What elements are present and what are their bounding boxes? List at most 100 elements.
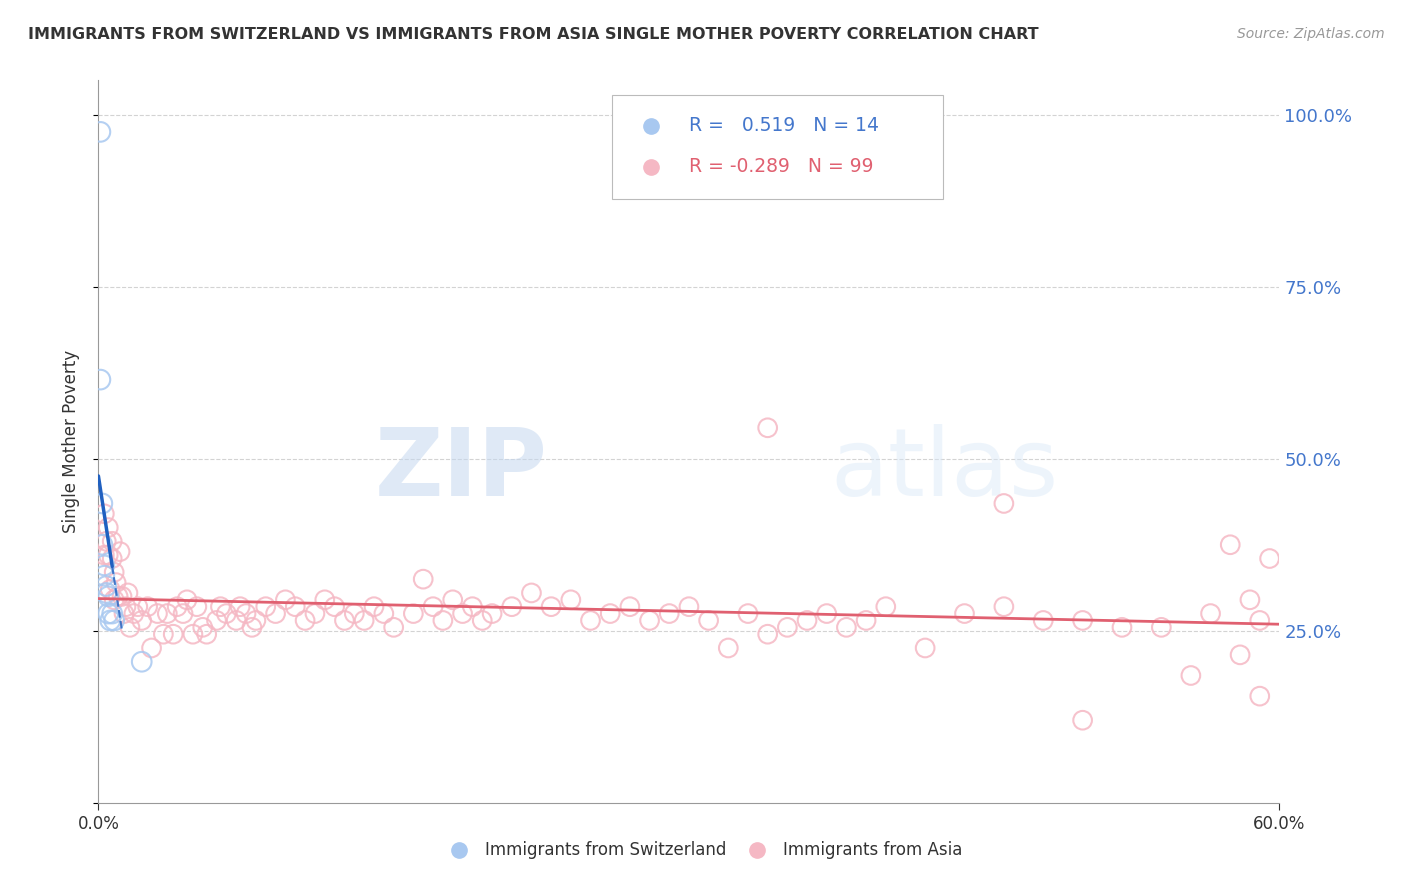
Point <box>103 592 125 607</box>
Point <box>579 614 602 628</box>
Point <box>205 614 228 628</box>
Point <box>993 599 1015 614</box>
Point <box>122 607 145 621</box>
Point <box>254 599 277 614</box>
Point <box>481 607 503 621</box>
Point <box>98 614 121 628</box>
Point <box>229 599 252 614</box>
Point <box>1219 538 1241 552</box>
Text: atlas: atlas <box>831 425 1059 516</box>
Point <box>432 614 454 628</box>
Y-axis label: Single Mother Poverty: Single Mother Poverty <box>62 350 80 533</box>
Point <box>520 586 543 600</box>
Point <box>101 607 124 621</box>
Text: R = -0.289   N = 99: R = -0.289 N = 99 <box>689 158 873 177</box>
Text: Source: ZipAtlas.com: Source: ZipAtlas.com <box>1237 27 1385 41</box>
Point <box>240 620 263 634</box>
Point <box>108 544 131 558</box>
Point <box>225 614 247 628</box>
Point <box>112 607 135 621</box>
Point <box>451 607 474 621</box>
Point <box>855 614 877 628</box>
Point <box>540 599 562 614</box>
Point <box>914 640 936 655</box>
Point <box>560 592 582 607</box>
Point <box>1111 620 1133 634</box>
Point <box>1229 648 1251 662</box>
Point <box>91 538 114 552</box>
Point <box>1239 592 1261 607</box>
Point <box>117 586 139 600</box>
Point <box>422 599 444 614</box>
Text: IMMIGRANTS FROM SWITZERLAND VS IMMIGRANTS FROM ASIA SINGLE MOTHER POVERTY CORREL: IMMIGRANTS FROM SWITZERLAND VS IMMIGRANT… <box>28 27 1039 42</box>
Point <box>186 599 208 614</box>
Point <box>875 599 897 614</box>
Point <box>97 607 120 621</box>
Point <box>93 558 115 573</box>
Point <box>127 599 149 614</box>
Point <box>756 627 779 641</box>
FancyBboxPatch shape <box>612 95 943 200</box>
Point <box>993 496 1015 510</box>
Point <box>103 566 125 580</box>
Point <box>1199 607 1222 621</box>
Point <box>599 607 621 621</box>
Point <box>141 640 163 655</box>
Point <box>215 607 238 621</box>
Point <box>195 627 218 641</box>
Point <box>101 534 124 549</box>
Point <box>412 572 434 586</box>
Point <box>1150 620 1173 634</box>
Point <box>796 614 818 628</box>
Point <box>835 620 858 634</box>
Point <box>333 614 356 628</box>
Point <box>402 607 425 621</box>
Point <box>96 534 118 549</box>
Point <box>471 614 494 628</box>
Point <box>176 592 198 607</box>
Point <box>166 599 188 614</box>
Point <box>89 125 111 139</box>
Point <box>697 614 720 628</box>
Point <box>461 599 484 614</box>
Point <box>245 614 267 628</box>
Point <box>98 582 121 597</box>
Point <box>363 599 385 614</box>
Text: Immigrants from Switzerland: Immigrants from Switzerland <box>485 841 725 859</box>
Point <box>96 586 118 600</box>
Point <box>441 592 464 607</box>
Point <box>274 592 297 607</box>
Point <box>191 620 214 634</box>
Point <box>96 579 118 593</box>
Text: ZIP: ZIP <box>374 425 547 516</box>
Point <box>343 607 366 621</box>
Point <box>91 496 114 510</box>
Point <box>107 590 129 604</box>
Point <box>136 599 159 614</box>
Point <box>658 607 681 621</box>
Point <box>1249 614 1271 628</box>
Point <box>353 614 375 628</box>
Point <box>97 590 120 604</box>
Point <box>815 607 838 621</box>
Point <box>103 614 125 628</box>
Point <box>638 614 661 628</box>
Point <box>284 599 307 614</box>
Point <box>162 627 184 641</box>
Point <box>93 568 115 582</box>
Point <box>373 607 395 621</box>
Point <box>93 548 115 562</box>
Point <box>101 551 124 566</box>
Point <box>235 607 257 621</box>
Point <box>1249 689 1271 703</box>
Point <box>97 520 120 534</box>
Point <box>89 373 111 387</box>
Point <box>1032 614 1054 628</box>
Text: Immigrants from Asia: Immigrants from Asia <box>783 841 963 859</box>
Point <box>105 575 128 590</box>
Point <box>737 607 759 621</box>
Point <box>1180 668 1202 682</box>
Point <box>97 548 120 562</box>
Point <box>717 640 740 655</box>
Point <box>1071 614 1094 628</box>
